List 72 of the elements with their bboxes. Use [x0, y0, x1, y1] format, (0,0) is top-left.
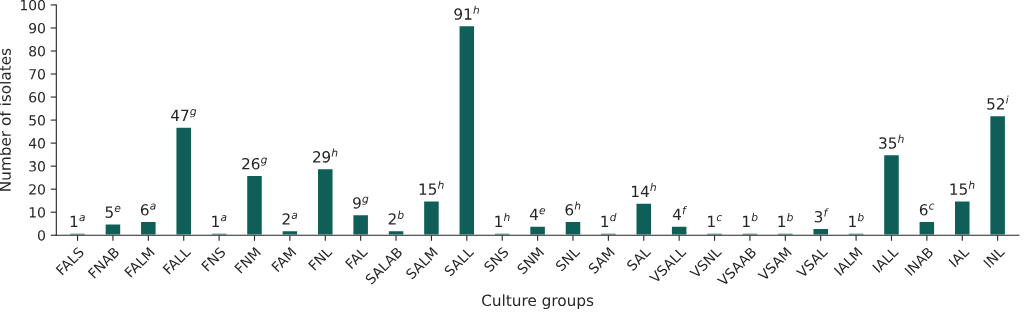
bar	[953, 199, 971, 236]
bar	[422, 199, 441, 236]
bar	[528, 225, 547, 236]
y-tick-label: 40	[28, 138, 45, 149]
x-axis-title: Culture groups	[482, 294, 594, 310]
data-label: 1$^{b}$	[743, 212, 758, 227]
bar	[352, 213, 370, 236]
bar	[812, 227, 830, 236]
bar	[458, 24, 476, 236]
data-label: 4$^{e}$	[529, 208, 546, 220]
data-label: 47$^{g}$	[171, 109, 197, 121]
bar	[139, 220, 157, 236]
data-label: 1$^{c}$	[708, 215, 723, 227]
bar	[918, 220, 936, 236]
x-tick-label: INL	[983, 246, 1006, 268]
x-tick-label: FNL	[308, 246, 333, 271]
data-label: 6$^{h}$	[565, 201, 581, 216]
bar	[104, 223, 122, 236]
data-label: 26$^{g}$	[242, 157, 268, 170]
y-tick-label: 30	[29, 161, 45, 172]
bar	[635, 202, 653, 236]
data-label: 2$^{b}$	[388, 210, 404, 225]
y-tick-label: 60	[29, 92, 45, 103]
y-tick-label: 80	[29, 45, 45, 57]
data-label: 6$^{c}$	[919, 203, 935, 216]
data-label: 3$^{f}$	[814, 208, 829, 223]
bar	[387, 229, 405, 236]
bar	[670, 225, 688, 236]
y-tick-label: 100	[20, 0, 45, 11]
y-tick-label: 10	[29, 207, 45, 218]
bar	[210, 232, 228, 236]
y-tick-label: 0	[37, 230, 45, 241]
data-label: 29$^{h}$	[313, 148, 338, 163]
y-tick-label: 70	[29, 68, 45, 80]
y-axis-title: Number of isolates	[0, 48, 11, 191]
bar	[493, 232, 511, 236]
bar	[316, 167, 334, 236]
bar	[847, 232, 865, 236]
data-label: 52$^{i}$	[987, 95, 1009, 110]
y-tick-label: 50	[29, 115, 45, 126]
data-label: 35$^{h}$	[879, 134, 904, 149]
data-label: 9$^{g}$	[353, 196, 369, 209]
data-label: 15$^{h}$	[419, 180, 444, 195]
bar	[882, 153, 901, 236]
bar	[68, 232, 87, 236]
bar	[705, 232, 724, 236]
bar	[245, 174, 264, 236]
x-tick-label: IAL	[948, 246, 970, 268]
y-tick-label: 90	[29, 22, 45, 34]
data-label: 1$^{a}$	[70, 215, 85, 227]
data-label: 5$^{e}$	[105, 205, 121, 218]
data-label: 1$^{a}$	[212, 215, 227, 227]
data-label: 1$^{b}$	[778, 212, 793, 227]
data-label: 1$^{h}$	[495, 212, 510, 227]
data-label: 14$^{h}$	[632, 182, 656, 197]
bar	[175, 126, 193, 236]
data-label: 1$^{d}$	[601, 212, 617, 227]
bar	[281, 229, 299, 236]
bar	[776, 232, 794, 236]
bar	[741, 232, 759, 236]
x-tick-label: SAL	[625, 245, 652, 272]
bar	[599, 232, 618, 236]
y-tick-label: 20	[29, 184, 45, 195]
x-tick-label: SNL	[554, 245, 581, 272]
data-label: 4$^{f}$	[672, 206, 688, 220]
data-label: 91$^{h}$	[454, 5, 480, 20]
bar	[564, 220, 582, 236]
data-label: 6$^{a}$	[140, 203, 156, 216]
data-label: 1$^{b}$	[849, 212, 864, 227]
bar	[988, 114, 1007, 236]
data-label: 2$^{a}$	[282, 212, 298, 225]
data-label: 15$^{h}$	[950, 180, 975, 195]
